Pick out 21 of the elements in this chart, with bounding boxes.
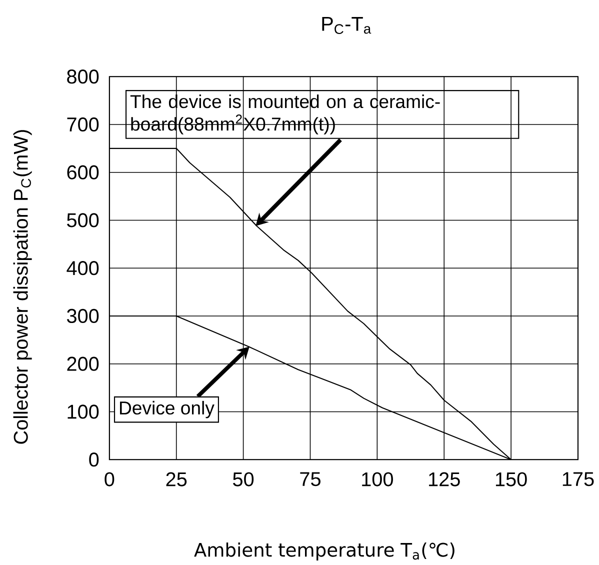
y-tick-label: 200 bbox=[67, 356, 99, 371]
x-tick-label: 125 bbox=[429, 472, 460, 486]
x-axis-title: Ambient temperature T$_{a}$(℃) bbox=[194, 542, 454, 561]
annotation: Device only bbox=[120, 400, 214, 418]
x-tick-label: 175 bbox=[562, 472, 594, 486]
y-tick-label: 800 bbox=[67, 70, 99, 84]
x-tick-label: 25 bbox=[166, 472, 187, 486]
y-axis-title: Collector power dissipation P$_{C}$(mW) bbox=[13, 130, 32, 444]
x-tick-label: 100 bbox=[362, 472, 393, 486]
y-tick-label: 700 bbox=[67, 117, 99, 132]
y-tick-label: 300 bbox=[66, 308, 99, 324]
y-tick-label: 0 bbox=[89, 452, 99, 467]
x-tick-label: 0 bbox=[104, 472, 114, 486]
x-tick-label: 50 bbox=[233, 472, 254, 486]
x-tick-label: 150 bbox=[496, 472, 527, 486]
chart-title: P$_{C}$-T$_{a}$ bbox=[322, 17, 372, 34]
y-tick-label: 500 bbox=[67, 213, 99, 228]
x-tick-label: 75 bbox=[300, 472, 320, 486]
y-tick-label: 600 bbox=[67, 165, 99, 180]
y-tick-label: 400 bbox=[66, 261, 99, 276]
y-tick-label: 100 bbox=[68, 404, 99, 419]
